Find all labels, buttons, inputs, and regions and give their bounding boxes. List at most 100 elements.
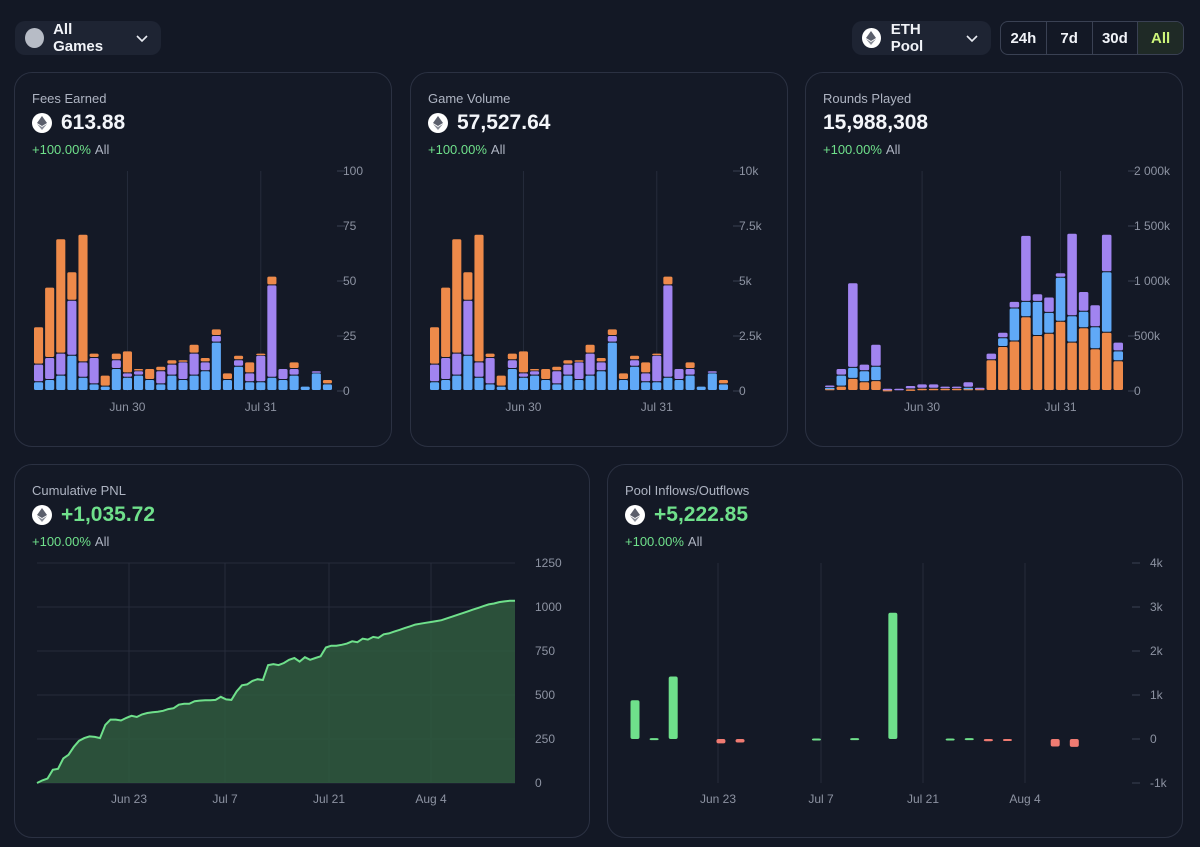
pool-selector-label: ETH Pool bbox=[890, 21, 924, 55]
game-volume-card: Game Volume 57,527.64 +100.00% All Jun 30… bbox=[410, 72, 788, 447]
bar-segment-blue bbox=[585, 375, 595, 390]
change-percent: +100.00% bbox=[32, 534, 91, 549]
bar-segment-orange bbox=[630, 355, 640, 360]
outflow-bar bbox=[1002, 739, 1012, 741]
bar-segment-purple bbox=[1078, 292, 1089, 311]
bar-segment-blue bbox=[311, 373, 321, 390]
bar-segment-blue bbox=[441, 380, 451, 390]
bar-segment-orange bbox=[1021, 317, 1031, 390]
card-title: Fees Earned bbox=[32, 91, 107, 106]
bar-segment-blue bbox=[607, 342, 617, 390]
bar-segment-blue bbox=[618, 380, 628, 390]
bar-segment-blue bbox=[234, 366, 244, 390]
bar-segment-blue bbox=[574, 380, 584, 390]
cumulative-pnl-chart: 1250 1000 750 500 250 0 Jun 23 Jul 7 Jul 21 Aug 4 bbox=[36, 556, 562, 806]
bar-segment-purple bbox=[563, 364, 573, 375]
range-all-button[interactable]: All bbox=[1138, 22, 1183, 54]
card-value: 613.88 bbox=[32, 111, 125, 135]
card-title: Rounds Played bbox=[823, 91, 912, 106]
bar-segment-blue bbox=[1032, 301, 1043, 335]
card-title: Game Volume bbox=[428, 91, 511, 106]
outflow-bar bbox=[716, 739, 726, 744]
change-percent: +100.00% bbox=[625, 534, 684, 549]
y-tick-label: 0 bbox=[739, 384, 746, 398]
y-tick-label: 1k bbox=[1150, 688, 1164, 702]
bar-segment-purple bbox=[134, 371, 144, 375]
change-percent: +100.00% bbox=[32, 142, 91, 157]
bar-segment-orange bbox=[463, 272, 473, 300]
bar-segment-orange bbox=[441, 287, 451, 357]
y-tick-label: 0 bbox=[1134, 384, 1141, 398]
card-value: +5,222.85 bbox=[625, 503, 748, 527]
bar-segment-blue bbox=[78, 377, 88, 390]
bar-segment-blue bbox=[696, 386, 706, 390]
bar-segment-purple bbox=[441, 358, 451, 379]
y-tick-label: 1250 bbox=[535, 556, 562, 570]
bar-segment-blue bbox=[189, 375, 199, 390]
outflow-bar bbox=[983, 739, 993, 742]
bar-segment-orange bbox=[111, 353, 121, 360]
inflow-bar bbox=[964, 738, 974, 741]
rounds-played-card: Rounds Played 15,988,308 +100.00% All Jun… bbox=[805, 72, 1183, 447]
y-tick-label: 250 bbox=[535, 732, 555, 746]
y-tick-label: 2 000k bbox=[1134, 164, 1171, 178]
pool-selector[interactable]: ETH Pool bbox=[852, 21, 991, 55]
range-selector: 24h 7d 30d All bbox=[1000, 21, 1184, 55]
bar-segment-orange bbox=[998, 347, 1008, 390]
y-tick-label: 0 bbox=[343, 384, 350, 398]
bar-segment-orange bbox=[859, 382, 870, 390]
bar-segment-blue bbox=[67, 355, 77, 390]
bar-segment-orange bbox=[607, 329, 617, 335]
bar-segment-blue bbox=[211, 342, 221, 390]
bar-segment-orange bbox=[652, 353, 662, 356]
bar-segment-blue bbox=[596, 371, 606, 390]
x-tick-label: Jul 31 bbox=[1045, 400, 1077, 414]
bar-segment-blue bbox=[1009, 308, 1020, 341]
bar-segment-blue bbox=[485, 384, 495, 390]
game-volume-chart: Jun 30 Jul 31 10k 7.5k 5k 2.5k 0 bbox=[430, 164, 763, 414]
bar-segment-purple bbox=[1032, 294, 1043, 301]
bar-segment-blue bbox=[663, 377, 673, 390]
range-24h-button[interactable]: 24h bbox=[1001, 22, 1047, 54]
bar-segment-purple bbox=[685, 369, 695, 375]
bar-segment-blue bbox=[463, 355, 473, 390]
bar-segment-orange bbox=[940, 388, 950, 391]
bar-segment-purple bbox=[894, 388, 904, 391]
bar-segment-blue bbox=[45, 380, 55, 390]
bar-segment-blue bbox=[518, 377, 528, 390]
bar-segment-blue bbox=[278, 380, 288, 390]
card-title: Pool Inflows/Outflows bbox=[625, 483, 750, 498]
y-tick-label: 10k bbox=[739, 164, 759, 178]
bar-segment-orange bbox=[618, 373, 628, 379]
bar-segment-purple bbox=[552, 371, 562, 384]
bar-segment-orange bbox=[951, 388, 962, 391]
bar-segment-purple bbox=[1009, 301, 1020, 308]
bar-segment-blue bbox=[430, 382, 440, 390]
y-tick-label: 2.5k bbox=[739, 329, 763, 343]
bar-segment-blue bbox=[222, 380, 232, 390]
bar-segment-blue bbox=[630, 366, 640, 390]
bar-segment-orange bbox=[452, 239, 462, 353]
pnl-area bbox=[37, 600, 515, 783]
eth-icon bbox=[428, 113, 448, 133]
range-30d-button[interactable]: 30d bbox=[1093, 22, 1139, 54]
bar-segment-blue bbox=[1067, 316, 1077, 342]
y-tick-label: 750 bbox=[535, 644, 555, 658]
card-value-text: 15,988,308 bbox=[823, 111, 929, 134]
bar-segment-purple bbox=[289, 369, 299, 375]
y-tick-label: 50 bbox=[343, 274, 357, 288]
bar-segment-blue bbox=[300, 386, 310, 390]
game-selector[interactable]: All Games bbox=[15, 21, 161, 55]
range-7d-button[interactable]: 7d bbox=[1047, 22, 1093, 54]
bar-segment-blue bbox=[267, 377, 277, 390]
bar-segment-blue bbox=[145, 380, 155, 390]
y-tick-label: 75 bbox=[343, 219, 357, 233]
bar-segment-purple bbox=[530, 371, 540, 375]
bar-segment-purple bbox=[975, 387, 985, 390]
bar-segment-blue bbox=[322, 384, 332, 390]
bar-segment-orange bbox=[178, 360, 188, 362]
x-tick-label: Aug 4 bbox=[1009, 792, 1041, 806]
outflow-bar bbox=[1069, 739, 1079, 747]
bar-segment-blue bbox=[871, 366, 881, 381]
bar-segment-purple bbox=[848, 283, 858, 367]
